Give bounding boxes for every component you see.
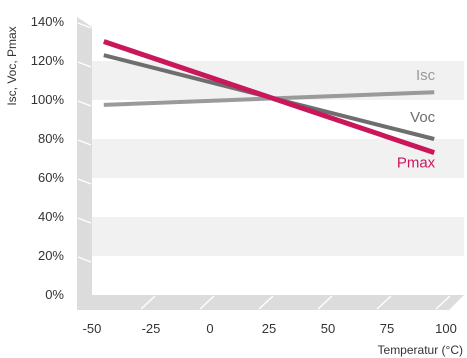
series-lines: [103, 39, 435, 155]
y-tick-mark: [77, 178, 92, 185]
x-axis-title: Temperatur (°C): [378, 343, 463, 357]
y-tick-label: 60%: [38, 170, 64, 185]
y-tick-mark: [77, 256, 92, 263]
x-tick-mark: [435, 295, 451, 310]
x-tick-mark: [199, 295, 215, 310]
y-tick-mark: [77, 22, 92, 29]
x-tick-label: -50: [83, 321, 102, 336]
y-tick-mark: [77, 139, 92, 146]
series-label-isc: Isc: [416, 67, 436, 84]
grid-band: [92, 217, 464, 256]
x-tick-label: 50: [321, 321, 335, 336]
y-tick-label: 80%: [38, 131, 64, 146]
x-tick-mark: [140, 295, 156, 310]
x-tick-label: 0: [206, 321, 213, 336]
y-tick-label: 0%: [45, 287, 64, 302]
y-tick-label: 140%: [31, 14, 65, 29]
series-label-pmax: Pmax: [397, 155, 436, 172]
y-axis-tick-marks: [77, 22, 92, 263]
y-tick-label: 20%: [38, 248, 64, 263]
x-tick-label: 100: [435, 321, 457, 336]
grid-band: [92, 139, 464, 178]
series-label-voc: Voc: [410, 109, 436, 126]
y-axis-tick-labels: 0% 20% 40% 60% 80% 100% 120% 140%: [31, 14, 65, 302]
y-tick-label: 100%: [31, 92, 65, 107]
y-tick-label: 120%: [31, 53, 65, 68]
x-axis-floor: [77, 295, 464, 310]
x-tick-label: -25: [142, 321, 161, 336]
y-tick-label: 40%: [38, 209, 64, 224]
y-tick-mark: [77, 217, 92, 224]
y-axis-wall: [77, 17, 92, 310]
series-labels: Isc Voc Pmax: [397, 67, 436, 171]
x-axis-tick-labels: -50 -25 0 25 50 75 100: [83, 321, 457, 336]
y-axis-title: Isc, Voc, Pmax: [5, 26, 19, 105]
x-tick-label: 25: [262, 321, 276, 336]
y-tick-mark: [77, 61, 92, 68]
y-tick-mark: [77, 100, 92, 107]
x-tick-mark: [376, 295, 392, 310]
x-axis-tick-marks: [140, 295, 451, 310]
series-line-pmax: [103, 39, 435, 155]
x-tick-label: 75: [380, 321, 394, 336]
x-tick-mark: [258, 295, 274, 310]
x-tick-mark: [317, 295, 333, 310]
